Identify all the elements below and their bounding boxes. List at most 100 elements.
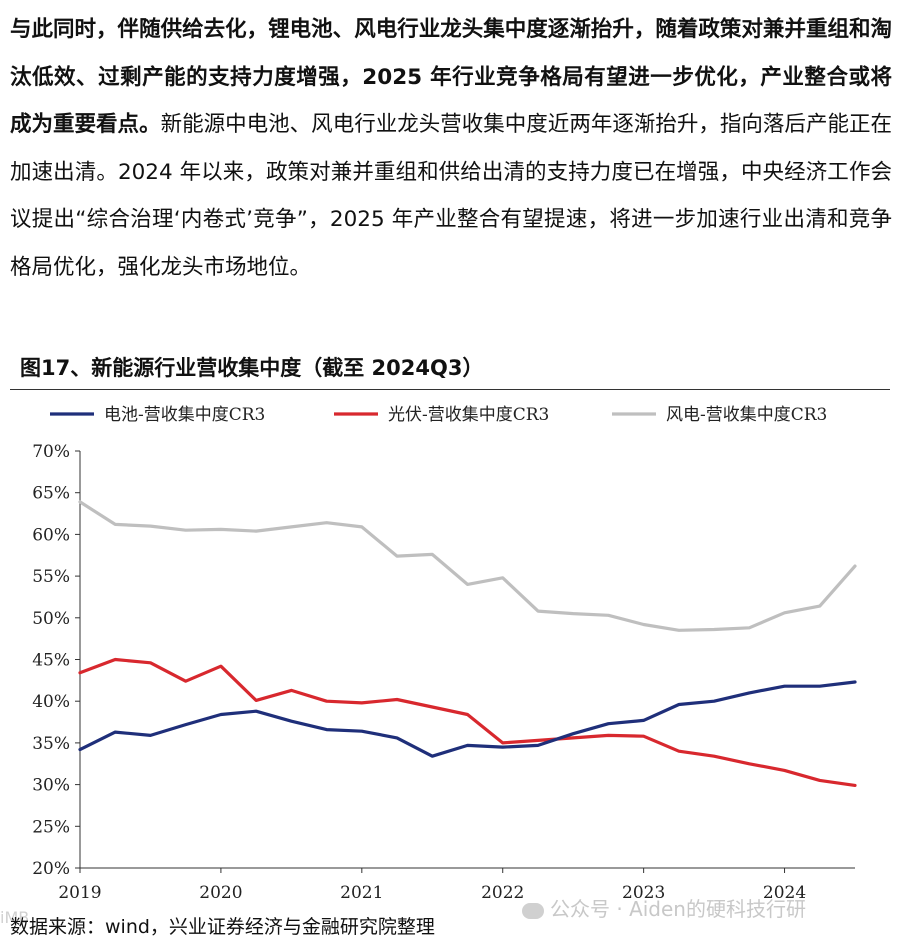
y-tick-label: 50% bbox=[32, 609, 70, 629]
data-point bbox=[114, 523, 116, 526]
x-tick-label: 2023 bbox=[622, 883, 665, 903]
paragraph-year-2: 2025 bbox=[329, 207, 385, 232]
y-tick-label: 65% bbox=[32, 484, 70, 504]
data-point bbox=[396, 698, 398, 701]
watermark: 公众号 · Aiden的硬科技行研 bbox=[522, 893, 806, 922]
data-point bbox=[501, 742, 504, 744]
data-point bbox=[642, 623, 645, 626]
data-point bbox=[748, 627, 751, 629]
data-point bbox=[114, 658, 116, 661]
data-point bbox=[290, 526, 293, 528]
series-line bbox=[78, 500, 857, 632]
data-point bbox=[184, 680, 187, 682]
data-point bbox=[290, 689, 293, 692]
chart-legend: 电池-营收集中度CR3 光伏-营收集中度CR3 风电-营收集中度CR3 bbox=[50, 405, 827, 425]
y-tick-label: 40% bbox=[32, 692, 70, 712]
data-point bbox=[854, 784, 856, 787]
y-tick-label: 70% bbox=[32, 442, 70, 462]
y-tick-label: 20% bbox=[32, 859, 70, 879]
y-tick-label: 55% bbox=[32, 567, 70, 587]
data-point bbox=[396, 737, 398, 739]
data-point bbox=[501, 746, 504, 748]
data-point bbox=[678, 629, 680, 632]
y-tick-label: 60% bbox=[32, 525, 70, 545]
legend-label: 风电-营收集中度CR3 bbox=[666, 405, 827, 425]
data-point bbox=[466, 713, 469, 716]
data-point bbox=[678, 703, 680, 706]
data-point bbox=[572, 732, 574, 735]
y-tick-label: 35% bbox=[32, 734, 70, 754]
data-point bbox=[431, 706, 434, 708]
legend-label: 电池-营收集中度CR3 bbox=[104, 405, 265, 425]
x-tick-label: 2019 bbox=[58, 883, 101, 903]
data-point bbox=[361, 702, 363, 704]
paragraph-bold-year: 2025 bbox=[362, 64, 423, 90]
paragraph-bold-text-1: 与此同时，伴随供给去化，锂电池、风电行业龙头集中度逐渐抬升，随着政策对兼并重组和… bbox=[10, 17, 892, 90]
data-point bbox=[783, 685, 786, 687]
data-point bbox=[79, 501, 81, 503]
paragraph-year-1: 2024 bbox=[117, 159, 173, 185]
legend-label: 光伏-营收集中度CR3 bbox=[388, 405, 549, 425]
y-tick-label: 45% bbox=[32, 651, 70, 671]
data-point bbox=[642, 735, 645, 737]
data-point bbox=[607, 722, 610, 725]
paragraph-bold-text-2: 年行业竞争格局有望进一步优化，产业整合或将成为重要看点。 bbox=[10, 64, 892, 138]
data-point bbox=[713, 700, 715, 702]
data-point bbox=[149, 525, 152, 527]
data-point bbox=[607, 734, 610, 737]
data-point bbox=[748, 692, 751, 694]
data-point bbox=[713, 755, 715, 757]
x-tick-label: 2020 bbox=[199, 883, 242, 903]
y-tick-label: 30% bbox=[32, 776, 70, 796]
data-point bbox=[572, 612, 574, 615]
x-tick-label: 2024 bbox=[763, 883, 806, 903]
x-tick-label: 2021 bbox=[340, 883, 383, 903]
figure-source: 数据来源：wind，兴业证券经济与金融研究院整理 bbox=[10, 916, 435, 938]
data-point bbox=[431, 755, 434, 757]
data-point bbox=[184, 529, 187, 531]
data-point bbox=[572, 737, 574, 739]
data-point bbox=[466, 583, 469, 586]
data-point bbox=[713, 628, 715, 631]
data-point bbox=[537, 739, 539, 742]
data-point bbox=[642, 719, 645, 722]
data-point bbox=[819, 685, 821, 687]
data-point bbox=[783, 769, 786, 772]
x-tick-label: 2022 bbox=[481, 883, 524, 903]
data-point bbox=[537, 744, 539, 747]
data-point bbox=[748, 763, 751, 765]
data-point bbox=[501, 577, 504, 579]
figure-title: 图17、新能源行业营收集中度（截至 2024Q3） bbox=[20, 356, 484, 380]
data-point bbox=[114, 731, 116, 733]
watermark-text: 公众号 · Aiden的硬科技行研 bbox=[550, 897, 806, 921]
wechat-icon bbox=[522, 902, 544, 919]
data-point bbox=[854, 565, 856, 567]
data-point bbox=[149, 734, 152, 737]
line-chart: 电池-营收集中度CR3 光伏-营收集中度CR3 风电-营收集中度CR3 20% 25%… bbox=[32, 405, 857, 903]
paragraph-text-2: 年以来，政策对兼并重组和供给出清的支持力度已在增强，中央经济工作会议提出“综合治… bbox=[10, 159, 892, 233]
data-point bbox=[220, 713, 222, 716]
data-point bbox=[396, 555, 398, 557]
data-point bbox=[325, 700, 328, 702]
chart-series bbox=[78, 500, 857, 787]
y-tick-label: 25% bbox=[32, 817, 70, 837]
data-point bbox=[361, 526, 363, 528]
data-point bbox=[466, 744, 469, 747]
data-point bbox=[325, 521, 328, 524]
data-point bbox=[184, 723, 187, 726]
figure-title-rule bbox=[10, 389, 890, 390]
data-point bbox=[149, 662, 152, 664]
corner-watermark: iMB bbox=[0, 908, 30, 927]
body-paragraph: 与此同时，伴随供给去化，锂电池、风电行业龙头集中度逐渐抬升，随着政策对兼并重组和… bbox=[10, 6, 892, 291]
chart-axes: 20% 25% 30% 35% 40% 45% 50% 55% 60% 65% 70% 2019 202… bbox=[32, 442, 855, 903]
data-point bbox=[819, 605, 821, 607]
data-point bbox=[854, 681, 856, 683]
paragraph-text-1: 新能源中电池、风电行业龙头营收集中度近两年逐渐抬升，指向落后产能正在加速出清。 bbox=[10, 112, 892, 185]
data-point bbox=[678, 750, 680, 752]
data-point bbox=[255, 530, 257, 532]
data-point bbox=[220, 528, 222, 531]
data-point bbox=[431, 553, 434, 556]
data-point bbox=[290, 720, 293, 722]
data-point bbox=[255, 699, 257, 702]
data-point bbox=[325, 728, 328, 731]
